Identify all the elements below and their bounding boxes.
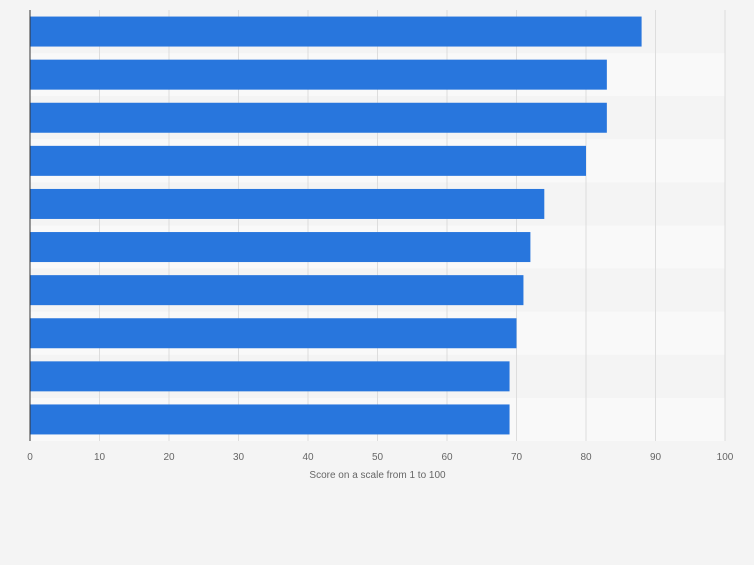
x-tick-label: 20 [163, 452, 175, 463]
x-axis-label: Score on a scale from 1 to 100 [309, 470, 446, 481]
bar[interactable] [30, 145, 586, 176]
x-tick-labels: 0 10 20 30 40 50 60 70 80 90 100 [27, 452, 734, 463]
bar[interactable] [30, 404, 510, 435]
bar[interactable] [30, 102, 607, 133]
x-tick-label: 50 [372, 452, 384, 463]
bar[interactable] [30, 188, 545, 219]
bar[interactable] [30, 16, 642, 47]
bar[interactable] [30, 361, 510, 392]
x-tick-label: 70 [511, 452, 523, 463]
x-tick-label: 30 [233, 452, 245, 463]
x-tick-label: 80 [580, 452, 592, 463]
x-tick-label: 100 [717, 452, 734, 463]
bar[interactable] [30, 318, 517, 349]
x-tick-label: 90 [650, 452, 662, 463]
bar[interactable] [30, 275, 524, 306]
bars [30, 16, 642, 435]
x-tick-label: 10 [94, 452, 106, 463]
x-tick-label: 40 [302, 452, 314, 463]
x-tick-label: 60 [441, 452, 453, 463]
bar[interactable] [30, 59, 607, 90]
x-tick-label: 0 [27, 452, 33, 463]
bar[interactable] [30, 232, 531, 263]
